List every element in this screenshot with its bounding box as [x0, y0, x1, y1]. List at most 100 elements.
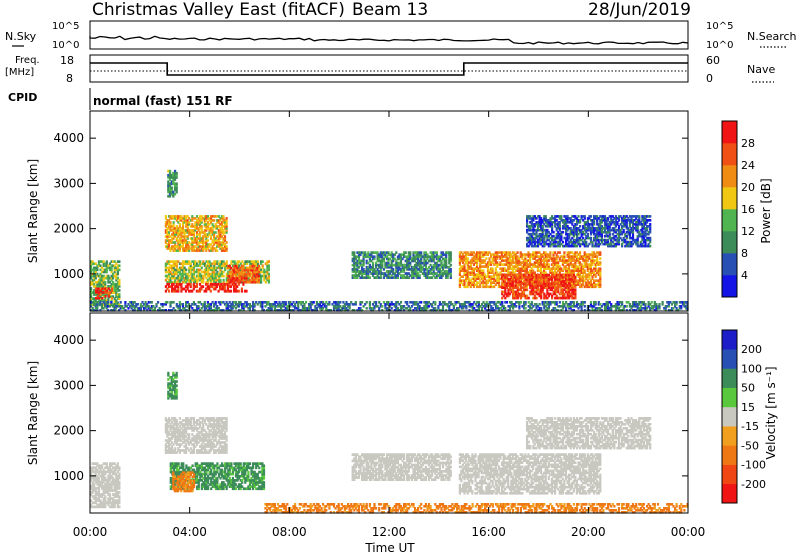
heatmap-cell — [185, 243, 188, 246]
heatmap-cell — [586, 228, 589, 232]
heatmap-cell — [173, 178, 177, 181]
heatmap-cell — [396, 265, 399, 269]
heatmap-cell — [113, 289, 116, 292]
heatmap-cell — [535, 217, 538, 220]
heatmap-cell — [602, 238, 605, 242]
heatmap-cell — [529, 255, 532, 258]
heatmap-cell — [535, 240, 538, 244]
heatmap-cell — [247, 260, 250, 263]
heatmap-cell — [571, 296, 574, 300]
heatmap-cell — [530, 269, 533, 272]
heatmap-cell — [104, 280, 107, 284]
heatmap-cell — [237, 305, 241, 308]
heatmap-cell — [642, 234, 645, 238]
heatmap-cell — [633, 227, 636, 230]
heatmap-cell — [219, 217, 222, 220]
heatmap-cell — [217, 264, 221, 268]
heatmap-cell — [236, 278, 239, 282]
heatmap-cell — [474, 261, 477, 264]
heatmap-cell — [266, 270, 269, 274]
heatmap-cell — [596, 227, 599, 230]
heatmap-cell — [561, 296, 565, 300]
heatmap-cell — [169, 221, 172, 224]
heatmap-cell — [572, 282, 575, 285]
heatmap-cell — [206, 227, 209, 230]
heatmap-cell — [502, 263, 505, 266]
heatmap-cell — [575, 251, 578, 254]
heatmap-cell — [146, 303, 149, 306]
heatmap-cell — [554, 242, 557, 246]
heatmap-cell — [543, 240, 546, 244]
heatmap-cell — [546, 267, 549, 270]
heatmap-cell — [479, 269, 482, 272]
heatmap-cell — [253, 260, 256, 263]
heatmap-cell — [569, 244, 572, 248]
heatmap-cell — [547, 294, 550, 298]
heatmap-cell — [115, 276, 118, 280]
heatmap-cell — [483, 261, 486, 264]
heatmap-cell — [118, 268, 121, 272]
heatmap-cell — [642, 217, 645, 220]
heatmap-cell — [566, 227, 569, 230]
heatmap-cell — [183, 229, 186, 232]
heatmap-cell — [113, 282, 116, 286]
heatmap-cell — [205, 217, 208, 220]
heatmap-cell — [209, 243, 213, 246]
heatmap-cell — [356, 259, 359, 263]
heatmap-cell — [113, 260, 116, 263]
heatmap-cell — [251, 270, 254, 274]
heatmap-cell — [171, 264, 174, 268]
heatmap-cell — [554, 215, 557, 218]
heatmap-cell — [206, 217, 209, 220]
heatmap-cell — [597, 232, 600, 236]
heatmap-cell — [133, 309, 136, 312]
heatmap-cell — [150, 301, 153, 304]
heatmap-cell — [211, 219, 214, 222]
heatmap-cell — [577, 253, 580, 256]
heatmap-cell — [253, 278, 256, 282]
heatmap-cell — [564, 269, 568, 272]
heatmap-cell — [540, 219, 543, 222]
heatmap-cell — [113, 268, 116, 272]
heatmap-cell — [200, 249, 203, 252]
heatmap-cell — [557, 225, 560, 228]
heatmap-cell — [104, 264, 107, 268]
heatmap-cell — [628, 230, 631, 234]
heatmap-cell — [254, 276, 257, 280]
heatmap-cell — [569, 251, 572, 254]
heatmap-cell — [594, 242, 597, 246]
heatmap-cell — [228, 305, 231, 308]
heatmap-cell — [208, 268, 211, 272]
heatmap-cell — [505, 292, 508, 296]
heatmap-cell — [248, 278, 251, 282]
heatmap-cell — [493, 273, 496, 276]
heatmap-cell — [371, 251, 375, 254]
heatmap-cell — [500, 259, 504, 262]
heatmap-cell — [381, 251, 384, 254]
heatmap-cell — [458, 277, 461, 280]
heatmap-cell — [644, 234, 647, 238]
heatmap-cell — [167, 262, 171, 266]
heatmap-cell — [185, 260, 188, 263]
heatmap-cell — [370, 251, 373, 254]
heatmap-cell — [175, 260, 178, 263]
heatmap-cell — [399, 255, 403, 259]
heatmap-cell — [494, 267, 497, 270]
heatmap-cell — [423, 255, 426, 259]
heatmap-cell — [546, 265, 549, 268]
heatmap-cell — [494, 279, 497, 282]
heatmap-cell — [583, 225, 586, 228]
heatmap-cell — [224, 262, 227, 266]
heatmap-cell — [596, 257, 599, 260]
heatmap-cell — [588, 265, 591, 268]
heatmap-cell — [569, 238, 572, 242]
heatmap-cell — [600, 236, 603, 240]
heatmap-cell — [93, 289, 96, 292]
heatmap-cell — [199, 309, 202, 312]
heatmap-cell — [510, 255, 513, 258]
heatmap-cell — [621, 219, 624, 222]
heatmap-cell — [257, 280, 260, 284]
heatmap-cell — [575, 265, 578, 268]
heatmap-cell — [591, 219, 594, 222]
heatmap-cell — [583, 261, 586, 264]
